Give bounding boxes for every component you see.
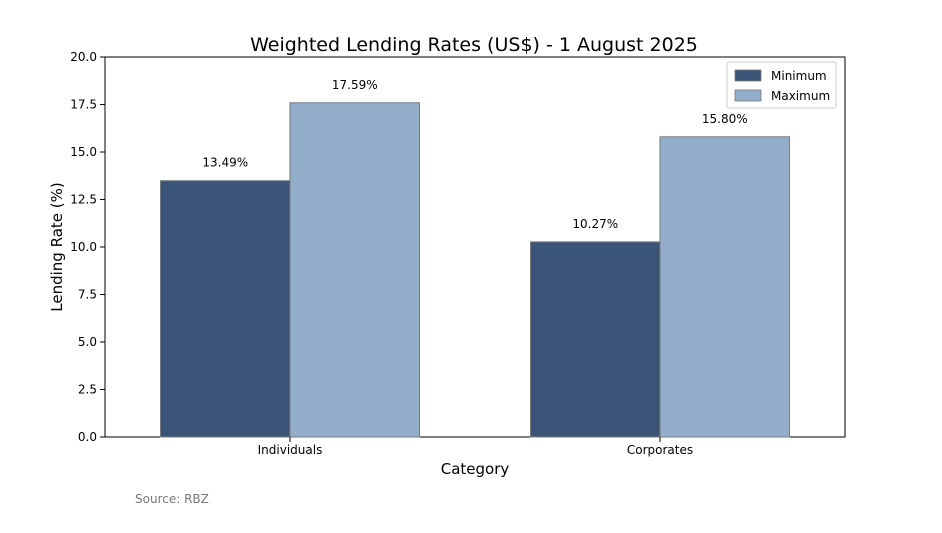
y-tick-label: 10.0 bbox=[70, 240, 97, 254]
bar-maximum-individuals bbox=[289, 102, 420, 438]
y-tick-label: 0.0 bbox=[78, 430, 97, 444]
y-tick-label: 17.5 bbox=[70, 98, 97, 112]
data-label: 15.80% bbox=[702, 112, 748, 126]
y-tick-label: 15.0 bbox=[70, 145, 97, 159]
bar-maximum-corporates bbox=[659, 136, 790, 438]
legend: Minimum Maximum bbox=[726, 61, 837, 109]
legend-swatch-minimum bbox=[734, 69, 762, 82]
x-tick-label: Individuals bbox=[258, 443, 323, 457]
bars-layer: 13.49% 17.59% 10.27% 15.80% bbox=[160, 78, 790, 438]
legend-label-maximum: Maximum bbox=[771, 89, 830, 103]
x-axis-label: Category bbox=[441, 460, 510, 478]
bar-minimum-corporates bbox=[530, 241, 661, 438]
y-tick-label: 12.5 bbox=[70, 193, 97, 207]
bar-minimum-individuals bbox=[160, 180, 291, 438]
source-note: Source: RBZ bbox=[135, 492, 209, 506]
data-label: 10.27% bbox=[572, 217, 618, 231]
ticks-layer: 0.0 2.5 5.0 7.5 10.0 12.5 15.0 17.5 20.0 Individu… bbox=[70, 50, 693, 457]
y-axis-label: Lending Rate (%) bbox=[48, 182, 66, 311]
data-label: 17.59% bbox=[332, 78, 378, 92]
data-label: 13.49% bbox=[202, 156, 248, 170]
legend-label-minimum: Minimum bbox=[771, 69, 827, 83]
legend-swatch-maximum bbox=[734, 89, 762, 102]
x-tick-label: Corporates bbox=[627, 443, 693, 457]
y-tick-label: 7.5 bbox=[78, 288, 97, 302]
chart-title: Weighted Lending Rates (US$) - 1 August … bbox=[250, 34, 698, 56]
y-tick-label: 20.0 bbox=[70, 50, 97, 64]
y-tick-label: 2.5 bbox=[78, 383, 97, 397]
y-tick-label: 5.0 bbox=[78, 335, 97, 349]
